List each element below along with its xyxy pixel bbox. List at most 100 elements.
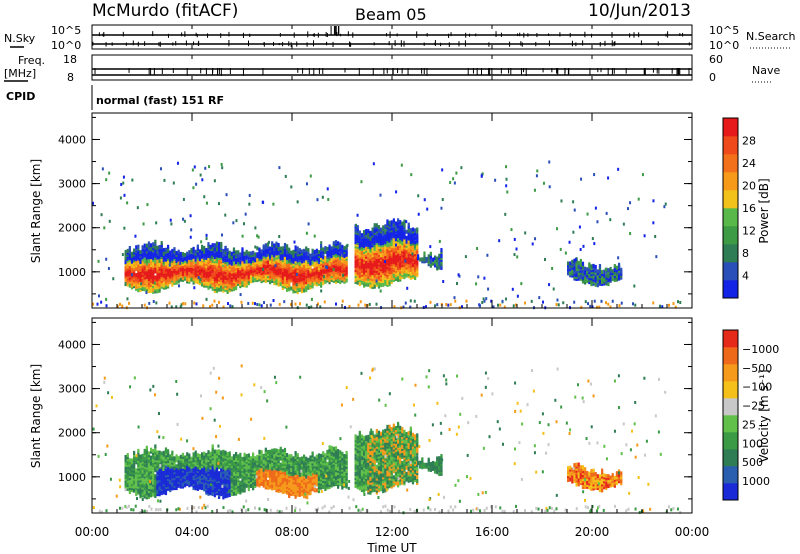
heatmap-cell <box>133 450 136 455</box>
heatmap-cell <box>441 197 444 201</box>
heatmap-cell <box>515 247 518 251</box>
heatmap-cell <box>163 178 166 182</box>
heatmap-cell <box>220 450 223 455</box>
colorbar-segment <box>723 190 738 209</box>
heatmap-cell <box>622 222 625 226</box>
heatmap-cell <box>249 259 253 264</box>
heatmap-cell <box>241 247 244 252</box>
heatmap-cell <box>175 454 178 459</box>
heatmap-cell <box>324 246 327 251</box>
heatmap-cell <box>326 187 329 191</box>
heatmap-cell <box>177 269 180 274</box>
heatmap-cell <box>592 263 595 268</box>
colorbar-segment <box>723 154 738 173</box>
heatmap-cell <box>447 303 450 307</box>
heatmap-cell <box>513 253 516 257</box>
y-tick-label: 4000 <box>58 133 86 146</box>
heatmap-cell <box>663 205 666 209</box>
heatmap-cell <box>152 242 155 247</box>
heatmap-cell <box>152 448 155 453</box>
heatmap-cell <box>372 162 375 166</box>
heatmap-cell <box>248 193 251 197</box>
colorbar-tick-label: 16 <box>742 202 756 215</box>
heatmap-cell <box>124 256 127 261</box>
heatmap-cell <box>465 299 468 303</box>
heatmap-cell <box>332 267 335 271</box>
heatmap-cell <box>178 284 181 288</box>
heatmap-cell <box>222 465 225 470</box>
heatmap-cell <box>195 302 198 306</box>
heatmap-cell <box>404 301 407 305</box>
heatmap-cell <box>245 259 248 264</box>
heatmap-cell <box>578 225 581 229</box>
heatmap-cell <box>218 449 221 454</box>
heatmap-cell <box>607 282 610 287</box>
heatmap-cell <box>235 276 238 281</box>
heatmap-cell <box>486 253 489 257</box>
heatmap-cell <box>209 250 212 255</box>
heatmap-cell <box>335 302 337 306</box>
heatmap-cell <box>298 262 301 267</box>
heatmap-cell <box>116 304 119 308</box>
heatmap-cell <box>145 283 148 288</box>
heatmap-cell <box>382 282 385 287</box>
heatmap-cell <box>252 256 255 261</box>
heatmap-cell <box>128 480 131 485</box>
heatmap-cell <box>296 200 299 204</box>
nsearch-label: N.Search <box>746 30 796 43</box>
heatmap-cell <box>258 303 261 307</box>
freq-label: Freq. <box>18 54 45 67</box>
heatmap-cell <box>158 450 161 455</box>
heatmap-cell <box>293 240 296 244</box>
heatmap-cell <box>153 281 156 285</box>
heatmap-cell <box>164 257 168 262</box>
heatmap-cell <box>360 241 364 246</box>
colorbar-segment <box>723 262 738 281</box>
heatmap-cell <box>147 289 151 294</box>
heatmap-cell <box>504 212 507 216</box>
heatmap-cell <box>192 472 195 477</box>
heatmap-cell <box>179 277 182 282</box>
heatmap-cell <box>317 263 321 268</box>
heatmap-cell <box>256 454 259 459</box>
heatmap-cell <box>188 453 191 458</box>
heatmap-cell <box>101 167 104 171</box>
heatmap-cell <box>150 481 153 486</box>
heatmap-cell <box>274 264 277 268</box>
heatmap-cell <box>218 242 221 247</box>
heatmap-cell <box>135 245 138 250</box>
heatmap-cell <box>135 492 138 497</box>
heatmap-cell <box>634 303 637 307</box>
heatmap-cell <box>564 251 567 255</box>
heatmap-cell <box>464 255 467 259</box>
heatmap-cell <box>485 297 488 301</box>
nsky-trace <box>92 26 692 47</box>
heatmap-cell <box>205 297 208 301</box>
heatmap-cell <box>589 304 592 308</box>
heatmap-cell <box>200 240 203 244</box>
heatmap-cell <box>239 270 242 275</box>
heatmap-cell <box>108 171 111 175</box>
heatmap-cell <box>152 470 155 475</box>
heatmap-cell <box>215 457 219 462</box>
heatmap-cell <box>264 243 267 248</box>
heatmap-cell <box>249 275 253 280</box>
heatmap-cell <box>92 302 94 306</box>
heatmap-cell <box>395 243 398 247</box>
heatmap-cell <box>182 197 185 201</box>
heatmap-cell <box>513 237 516 241</box>
heatmap-cell <box>143 257 146 262</box>
heatmap-cell <box>609 266 612 271</box>
heatmap-cell <box>273 448 276 453</box>
heatmap-cell <box>249 269 253 274</box>
heatmap-cell <box>169 218 172 222</box>
heatmap-cell <box>659 304 661 308</box>
heatmap-cell <box>425 256 428 261</box>
heatmap-cell <box>664 202 667 206</box>
colorbar-frame <box>722 117 739 299</box>
heatmap-cell <box>232 247 236 252</box>
heatmap-cell <box>511 287 514 291</box>
heatmap-cell <box>326 266 329 270</box>
heatmap-cell <box>239 458 242 463</box>
